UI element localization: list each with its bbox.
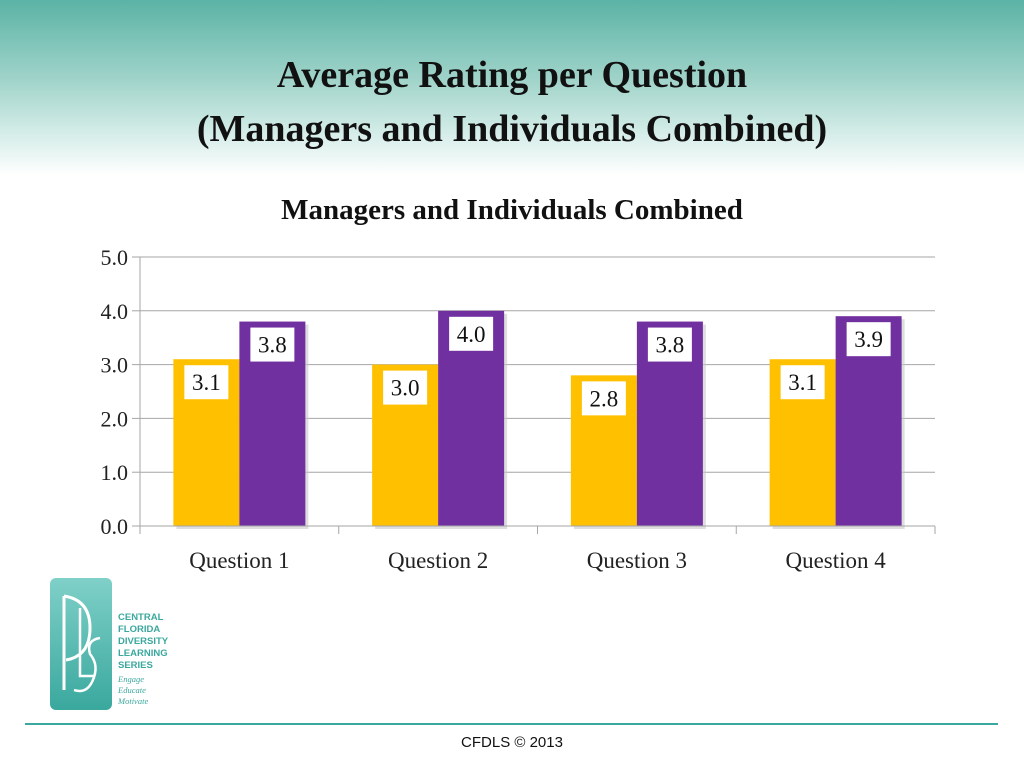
- logo-wordmark: CENTRAL FLORIDA DIVERSITY LEARNING SERIE…: [118, 612, 168, 672]
- x-tick-label: Question 3: [587, 548, 687, 573]
- y-tick-label: 1.0: [101, 460, 129, 485]
- data-label: 3.9: [854, 327, 883, 352]
- data-label-box: [184, 365, 229, 400]
- logo-tagline-line: Motivate: [118, 696, 149, 706]
- data-label: 4.0: [457, 322, 486, 347]
- y-tick-label: 2.0: [101, 406, 129, 431]
- y-tick-label: 3.0: [101, 353, 129, 378]
- x-tick-label: Question 4: [785, 548, 886, 573]
- y-tick-label: 4.0: [101, 299, 129, 324]
- logo-line: DIVERSITY: [118, 636, 169, 647]
- data-label-box: [449, 316, 494, 351]
- data-label: 3.8: [656, 333, 685, 358]
- y-tick-label: 5.0: [101, 245, 129, 270]
- data-label-box: [383, 370, 428, 405]
- x-tick-label: Question 1: [189, 548, 289, 573]
- data-label: 2.8: [590, 386, 619, 411]
- footer-divider: [25, 723, 998, 725]
- logo-tagline: Engage Educate Motivate: [118, 674, 148, 707]
- data-label-box: [581, 381, 626, 416]
- bar-chart: 0.0 1.0 2.0 3.0 4.0 5.0 Question 1 3.1 3.8 Questi…: [101, 245, 936, 573]
- data-label-box: [780, 365, 825, 400]
- slide-title: Average Rating per Question (Managers an…: [0, 48, 1024, 156]
- data-label: 3.0: [391, 376, 420, 401]
- x-tick-label: Question 2: [388, 548, 488, 573]
- cfdls-logo: CENTRAL FLORIDA DIVERSITY LEARNING SERIE…: [50, 578, 180, 713]
- logo-line: SERIES: [118, 660, 153, 671]
- y-tick-label: 0.0: [101, 514, 129, 539]
- data-label-box: [846, 322, 891, 357]
- logo-line: CENTRAL: [118, 612, 164, 623]
- data-label: 3.1: [192, 370, 221, 395]
- logo-line: LEARNING: [118, 648, 168, 659]
- data-label: 3.1: [788, 370, 817, 395]
- slide-title-line-1: Average Rating per Question: [276, 54, 748, 96]
- logo-badge: [50, 578, 112, 710]
- logo-line: FLORIDA: [118, 624, 161, 635]
- logo-tagline-line: Engage: [118, 674, 144, 684]
- data-label-box: [647, 327, 692, 362]
- dls-monogram-icon: [62, 594, 101, 693]
- header-band: [0, 0, 1024, 175]
- logo-tagline-line: Educate: [118, 685, 146, 695]
- data-label: 3.8: [258, 333, 287, 358]
- chart-title: Managers and Individuals Combined: [281, 194, 743, 226]
- footer-copyright: CFDLS © 2013: [461, 734, 563, 751]
- slide-title-line-2: (Managers and Individuals Combined): [196, 108, 828, 150]
- data-label-box: [250, 327, 295, 362]
